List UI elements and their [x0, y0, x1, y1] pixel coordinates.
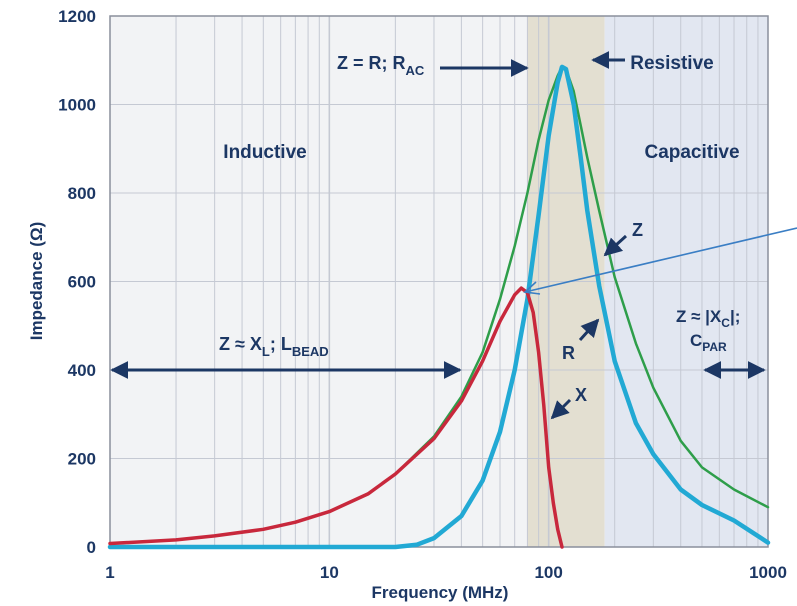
- curves: [107, 64, 771, 550]
- y-tick-label: 1200: [58, 7, 96, 26]
- curve-label-z: Z: [632, 220, 643, 240]
- pointer-line: [524, 227, 797, 293]
- region-label-capacitive: Capacitive: [644, 142, 739, 163]
- annotation-cpar: CPAR: [690, 331, 727, 354]
- region-label-resistive: Resistive: [630, 53, 713, 74]
- y-tick-label: 0: [87, 538, 96, 557]
- arrow-label-z: [603, 234, 628, 257]
- series-line-x: [108, 286, 564, 549]
- x-tick-label: 10: [320, 563, 339, 582]
- annotation-arrows: [110, 51, 797, 420]
- curve-label-x: X: [575, 385, 587, 405]
- annotation-z-xl-lbead: Z ≈ XL; LBEAD: [219, 334, 329, 359]
- y-tick-label: 200: [68, 450, 96, 469]
- arrow-label-r: [578, 318, 600, 342]
- curve-label-r: R: [562, 343, 575, 363]
- y-tick-label: 1000: [58, 96, 96, 115]
- arrow-label-x: [550, 398, 572, 420]
- y-axis-title: Impedance (Ω): [27, 222, 46, 341]
- x-tick-label: 100: [534, 563, 562, 582]
- grid: [109, 15, 769, 548]
- x-tick-label: 1000: [749, 563, 787, 582]
- y-tick-label: 600: [68, 273, 96, 292]
- annotation-z-xc: Z ≈ |XC|;: [676, 307, 740, 330]
- region-label-inductive: Inductive: [223, 142, 306, 163]
- x-tick-label: 1: [105, 563, 114, 582]
- series-line-r: [107, 64, 771, 550]
- tick-labels: 1 10 100 1000 0 200 400 600 800 1000 1200: [58, 7, 787, 582]
- y-tick-label: 400: [68, 361, 96, 380]
- annotation-z-equals-r: Z = R; RAC: [337, 53, 425, 78]
- x-axis-title: Frequency (MHz): [372, 583, 509, 602]
- plot-frame: [109, 15, 769, 548]
- pointer-arrowhead: [523, 281, 541, 295]
- y-tick-label: 800: [68, 184, 96, 203]
